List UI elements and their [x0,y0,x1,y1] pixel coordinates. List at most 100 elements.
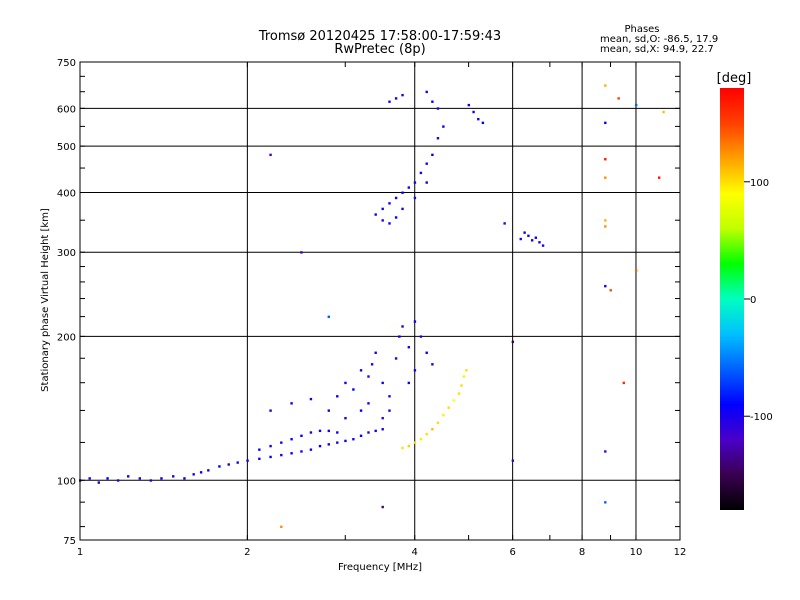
data-point [503,222,506,225]
x-tick-label: 6 [509,547,515,558]
data-point [359,369,363,372]
x-tick-label: 12 [674,547,687,558]
data-point [280,453,283,457]
data-point [207,469,210,472]
y-tick-label: 75 [63,536,76,547]
data-point [370,363,374,366]
data-point [413,441,417,444]
data-point [318,429,322,433]
data-point [398,335,401,338]
data-point [367,375,370,378]
y-tick-label: 500 [57,142,76,153]
data-point [381,505,384,509]
data-point [541,244,545,247]
phase-header: Phases [624,24,659,35]
data-point [106,477,109,480]
data-point [407,346,411,349]
data-point [401,207,404,211]
data-point [465,369,468,372]
data-point [269,153,272,157]
data-point [269,444,272,448]
x-tick-label: 1 [77,547,83,558]
data-point [662,110,665,114]
data-point [352,388,355,391]
data-point [381,219,384,222]
data-point [290,452,293,455]
data-point [407,186,411,189]
data-point [381,416,384,420]
data-point [336,431,339,434]
data-point [218,465,221,468]
colorbar-ticks: 100 0 -100 [744,178,773,423]
data-point [477,117,480,121]
data-point [413,320,417,323]
data-point [634,103,638,107]
data-point [604,450,607,453]
data-point [381,207,384,211]
data-point [436,107,440,110]
y-tick-label: 750 [57,58,76,69]
data-point [604,225,607,228]
data-point [309,448,313,451]
data-point [374,429,377,433]
data-point [425,432,428,436]
data-point [367,431,370,434]
data-point [336,395,339,398]
data-point [401,93,404,97]
data-point [388,409,391,412]
data-point [97,481,100,484]
data-point [401,446,404,450]
data-point [604,121,607,125]
data-point [388,222,391,225]
data-point [344,416,347,420]
x-axis-label: Frequency [MHz] [338,562,422,573]
data-point [425,351,428,354]
data-point [236,461,239,464]
data-point [246,459,249,462]
data-point [634,269,638,272]
data-point [511,340,515,344]
data-point [413,196,417,200]
data-point [460,384,463,387]
colorbar-label: [deg] [717,71,752,86]
data-point [88,477,91,480]
data-point [436,421,440,425]
data-point [327,429,331,433]
data-point [199,471,203,474]
data-point [413,369,417,372]
data-point [462,375,466,378]
data-point [511,459,515,462]
data-point [359,409,363,412]
data-point [258,448,261,451]
data-point [227,463,230,466]
data-point [407,381,411,385]
x-tick-label: 4 [412,547,418,558]
data-point [604,284,607,288]
data-point [394,196,398,200]
y-tick-label: 400 [57,188,76,199]
data-point [388,395,391,398]
data-point [436,137,440,140]
data-point [381,428,384,431]
data-point [622,381,625,385]
data-point [394,357,398,360]
data-point [309,397,313,401]
data-point [258,457,261,461]
data-point [367,402,370,405]
data-point [447,406,450,409]
data-point [457,392,461,395]
data-point [138,477,142,480]
data-point [309,431,313,434]
phase-o-stats: mean, sd,O: -86.5, 17.9 [600,34,718,45]
colorbar-tick-label: -100 [750,412,773,423]
data-point [300,434,303,438]
y-axis-label: Stationary phase Virtual Height [km] [40,208,51,392]
data-point [280,441,283,444]
data-point [431,363,434,366]
data-point [192,473,195,476]
data-point [327,409,331,412]
data-point [172,475,175,478]
data-point [609,289,612,292]
